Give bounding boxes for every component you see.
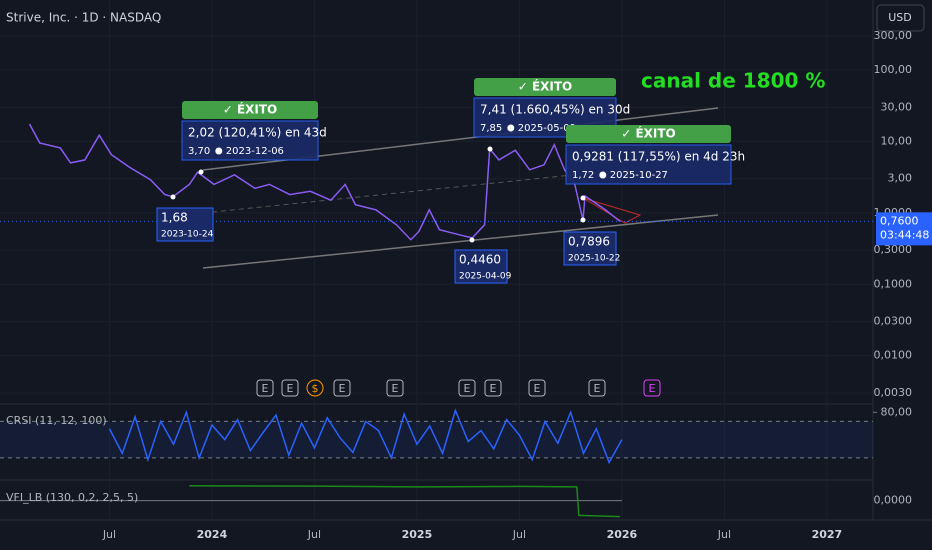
low-date: 2023-10-24 [161, 230, 214, 240]
event-label: E [649, 382, 656, 395]
event-marker [256, 379, 274, 397]
last-price-label: 0,7600 [880, 214, 919, 227]
success-price: 7,85 [480, 123, 502, 134]
success-badge [566, 125, 731, 143]
success-badge-label: ✓ ÉXITO [518, 79, 573, 94]
success-date: 2025-05-09 [518, 123, 576, 134]
y-tick-label: 0,0300 [874, 315, 913, 328]
clock-icon [215, 147, 223, 155]
y-tick-label: 300,00 [874, 29, 913, 42]
event-marker [484, 379, 502, 397]
point-dot [198, 169, 204, 175]
event-marker [588, 379, 606, 397]
event-marker [643, 379, 661, 397]
point-dot [170, 194, 176, 200]
point-dot [469, 237, 475, 243]
event-label: E [287, 382, 294, 395]
y-tick-label: 0,3000 [874, 243, 913, 256]
countdown-label: 03:44:48 [880, 228, 929, 241]
event-label: E [339, 382, 346, 395]
low-box [454, 249, 508, 284]
success-badge [474, 78, 616, 96]
indicator-line [189, 484, 620, 518]
indicator-name: VFI_LB (130, 0,2, 2,5, 5) [6, 491, 138, 504]
low-date: 2025-10-22 [568, 254, 620, 264]
success-text: 7,41 (1.660,45%) en 30d [480, 103, 630, 117]
clock-icon [599, 171, 607, 179]
event-label: E [490, 382, 497, 395]
grid [0, 0, 873, 520]
currency-button[interactable] [876, 4, 925, 32]
y-tick-label: 80,00 [881, 405, 913, 418]
last-price-tag [876, 212, 932, 246]
success-text: 0,9281 (117,55%) en 4d 23h [572, 150, 745, 164]
pattern-shape [582, 197, 642, 224]
y-tick-label: 0,1000 [874, 277, 913, 290]
event-marker [528, 379, 546, 397]
success-box [565, 144, 732, 185]
channel-label: canal de 1800 % [641, 69, 825, 93]
y-tick-label: 3,00 [888, 172, 913, 185]
low-date: 2025-04-09 [459, 272, 512, 282]
x-tick-label: 2027 [812, 528, 843, 541]
indicator-name: CRSI (11, 12, 100) [6, 414, 107, 427]
low-box [156, 207, 214, 242]
y-tick-label: 10,00 [881, 134, 913, 147]
event-label: E [262, 382, 269, 395]
event-label: E [392, 382, 399, 395]
success-box [181, 120, 319, 161]
success-date: 2025-10-27 [610, 170, 668, 181]
event-marker [458, 379, 476, 397]
low-price: 1,68 [161, 211, 188, 225]
event-label: E [464, 382, 471, 395]
price-line [28, 123, 621, 241]
event-label: E [534, 382, 541, 395]
event-marker [281, 379, 299, 397]
success-text: 2,02 (120,41%) en 43d [188, 126, 327, 140]
low-price: 0,7896 [568, 235, 610, 249]
event-marker [333, 379, 351, 397]
point-dot [580, 217, 586, 223]
x-tick-label: Jul [307, 528, 321, 541]
point-dot [580, 195, 586, 201]
event-label: $ [312, 382, 319, 395]
x-tick-label: 2024 [197, 528, 228, 541]
x-tick-label: Jul [717, 528, 731, 541]
x-tick-label: 2026 [607, 528, 638, 541]
y-tick-label: 0,0030 [874, 386, 913, 399]
low-box [563, 231, 617, 266]
y-tick-label: 0,0100 [874, 349, 913, 362]
success-price: 3,70 [188, 146, 210, 157]
y-tick-label: 30,00 [881, 100, 913, 113]
channel-lower [202, 214, 719, 269]
success-date: 2023-12-06 [226, 146, 284, 157]
event-marker [386, 379, 404, 397]
indicator-line [108, 408, 623, 465]
x-tick-label: 2025 [402, 528, 433, 541]
y-tick-label: 0,0000 [874, 494, 913, 507]
low-price: 0,4460 [459, 253, 501, 267]
x-tick-label: Jul [102, 528, 116, 541]
currency-label: USD [888, 11, 912, 24]
event-marker [306, 379, 324, 397]
success-price: 1,72 [572, 170, 594, 181]
success-badge-label: ✓ ÉXITO [621, 126, 676, 141]
success-badge-label: ✓ ÉXITO [223, 102, 278, 117]
success-badge [182, 101, 318, 119]
clock-icon [507, 124, 515, 132]
point-dot [487, 146, 493, 152]
y-tick-label: 100,00 [874, 63, 913, 76]
x-tick-label: Jul [512, 528, 526, 541]
symbol-title: Strive, Inc. · 1D · NASDAQ [6, 11, 161, 25]
event-label: E [594, 382, 601, 395]
